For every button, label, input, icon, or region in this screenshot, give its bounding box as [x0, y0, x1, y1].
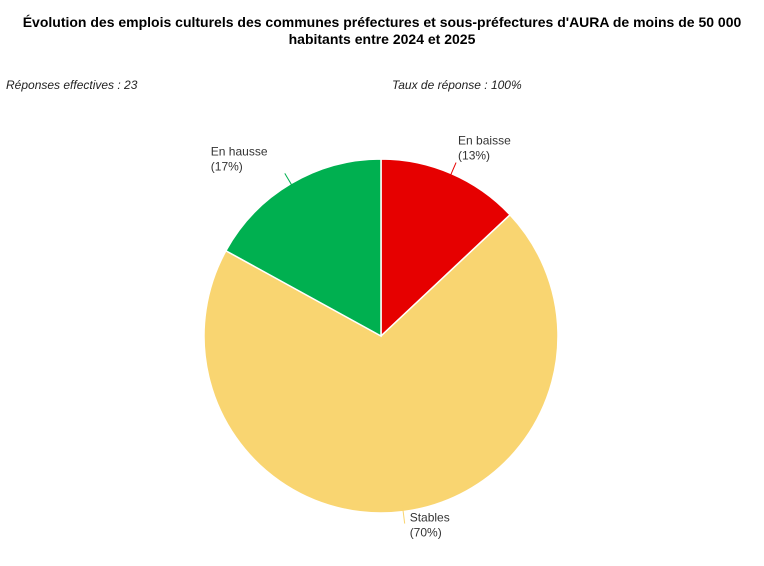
leader-line	[401, 505, 406, 524]
value-label: (70%)	[410, 526, 442, 540]
annotation: Taux de réponse : 100%	[392, 78, 522, 92]
value-label: (13%)	[458, 149, 490, 163]
leader-line	[284, 173, 295, 190]
leader-line	[448, 162, 457, 180]
chart-title: Évolution des emplois culturels des comm…	[22, 14, 742, 47]
annotation: Réponses effectives : 23	[6, 78, 138, 92]
slice-label: En baisse	[458, 134, 511, 148]
slice-label: Stables	[410, 511, 450, 525]
slice-label: En hausse	[211, 144, 268, 158]
value-label: (17%)	[211, 159, 243, 173]
